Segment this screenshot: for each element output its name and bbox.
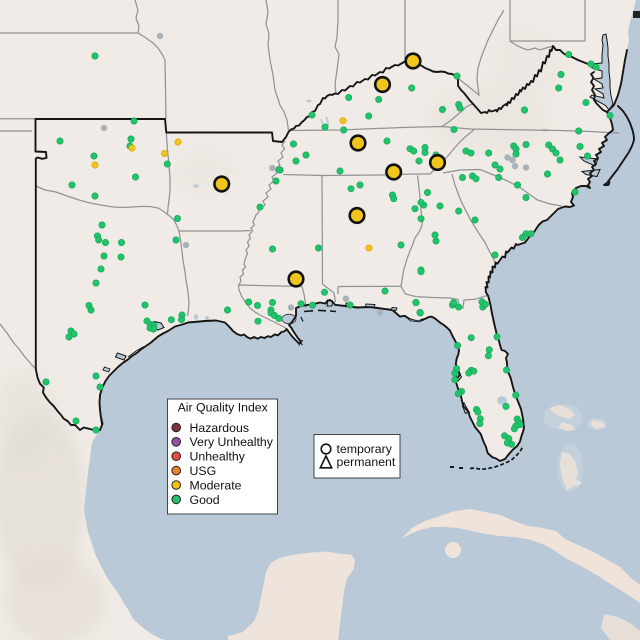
svg-text:permanent: permanent [337,455,396,469]
svg-text:Moderate: Moderate [190,478,242,492]
svg-text:temporary: temporary [337,442,393,456]
svg-text:Unhealthy: Unhealthy [190,450,246,464]
svg-text:Very Unhealthy: Very Unhealthy [190,435,274,449]
svg-text:Good: Good [190,493,220,507]
svg-text:Hazardous: Hazardous [190,421,249,435]
svg-text:Air Quality Index: Air Quality Index [178,401,269,415]
svg-text:USG: USG [190,464,217,478]
